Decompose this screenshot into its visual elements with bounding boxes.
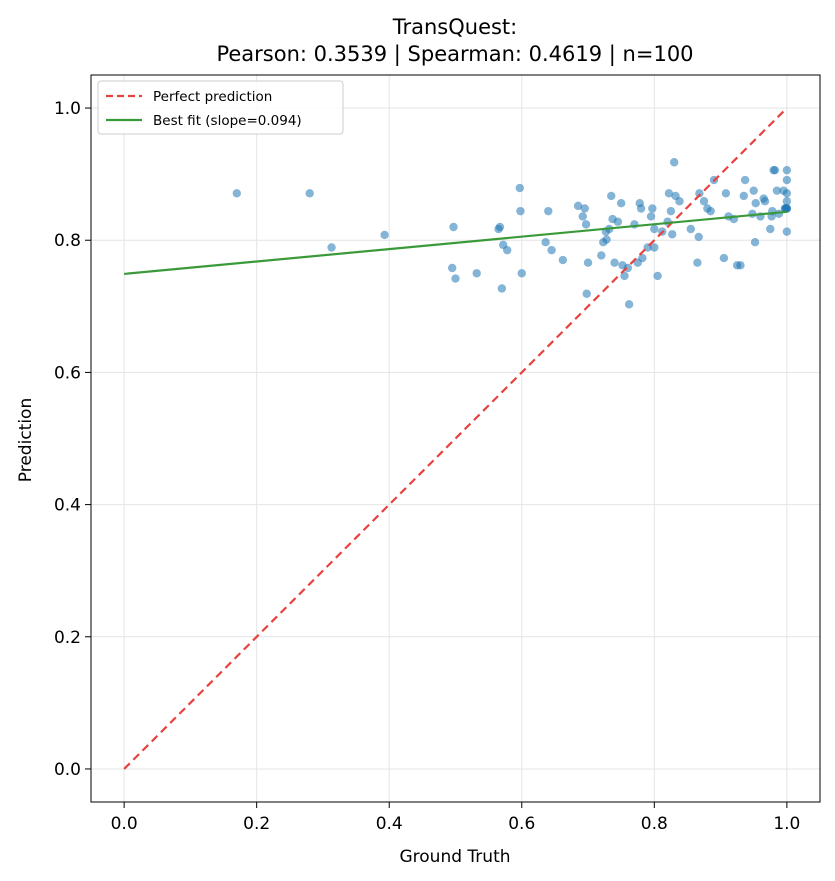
data-point [782, 189, 792, 198]
x-tick-label: 0.4 [376, 814, 403, 834]
data-point [541, 238, 550, 247]
data-point [624, 300, 634, 309]
legend-perfect-prediction: Perfect prediction [153, 89, 272, 105]
x-tick-label: 0.8 [641, 814, 668, 834]
data-point [653, 271, 662, 281]
data-point [719, 253, 729, 263]
data-point [573, 201, 583, 211]
y-tick-label: 0.8 [54, 231, 81, 251]
data-point [547, 245, 556, 255]
data-point [666, 206, 676, 216]
x-axis-ticks: 0.0 0.2 0.4 0.6 0.8 1.0 [111, 802, 800, 834]
data-point [502, 245, 512, 255]
data-point [695, 189, 704, 198]
data-point [636, 204, 646, 213]
data-point [613, 217, 623, 226]
data-point [558, 255, 568, 265]
data-point [699, 197, 709, 206]
legend: Perfect prediction Best fit (slope=0.094… [97, 80, 344, 135]
y-tick-label: 0.6 [54, 363, 81, 383]
data-point [770, 165, 780, 175]
data-point [497, 284, 507, 293]
y-axis-label: Prediction [16, 398, 36, 482]
data-point [670, 158, 679, 167]
data-point [544, 206, 553, 216]
legend-best-fit: Best fit (slope=0.094) [153, 113, 302, 129]
data-point [516, 206, 525, 216]
data-point [721, 189, 731, 198]
data-point [782, 204, 792, 213]
data-point [664, 189, 674, 198]
y-axis-ticks: 0.0 0.2 0.4 0.6 0.8 1.0 [54, 99, 91, 780]
data-point [782, 227, 792, 236]
data-point [495, 222, 505, 232]
data-point [327, 243, 336, 252]
data-point [782, 175, 792, 185]
data-point [693, 258, 702, 267]
data-point [597, 251, 606, 260]
data-point [638, 253, 647, 263]
legend-box [97, 80, 344, 135]
data-point [766, 224, 775, 234]
data-point [451, 274, 460, 283]
y-tick-label: 0.4 [54, 496, 81, 516]
data-point [581, 220, 591, 229]
data-point [675, 197, 684, 206]
data-point [760, 197, 770, 206]
chart-title: TransQuest: [392, 15, 518, 39]
data-point [646, 212, 656, 221]
x-tick-label: 0.2 [243, 814, 270, 834]
data-points [232, 158, 792, 309]
data-point [580, 204, 589, 213]
data-point [739, 191, 748, 201]
data-point [602, 235, 611, 244]
data-point [620, 271, 629, 281]
data-point [578, 212, 587, 221]
x-tick-label: 0.6 [508, 814, 535, 834]
best-fit-line [124, 210, 787, 276]
data-point [517, 269, 526, 278]
data-point [648, 204, 657, 213]
plot-frame [90, 74, 821, 803]
x-tick-label: 0.0 [111, 814, 138, 834]
data-point [772, 186, 782, 195]
data-point [736, 261, 745, 270]
data-point [447, 263, 457, 273]
data-point [472, 269, 481, 278]
data-point [232, 189, 241, 198]
data-point [650, 224, 659, 234]
data-point [782, 165, 792, 175]
data-point [782, 197, 792, 206]
data-point [607, 191, 616, 201]
x-axis-label: Ground Truth [399, 847, 510, 867]
data-point [515, 183, 524, 193]
data-point [668, 230, 677, 239]
data-point [610, 258, 619, 267]
reference-lines [123, 107, 788, 770]
data-point [582, 289, 591, 298]
data-point [751, 199, 760, 208]
y-tick-label: 0.0 [54, 760, 81, 780]
data-point [650, 243, 659, 252]
data-point [305, 189, 314, 198]
y-tick-label: 0.2 [54, 628, 81, 648]
data-point [694, 232, 703, 242]
data-point [686, 224, 695, 234]
data-point [749, 186, 758, 195]
data-point [616, 199, 626, 208]
chart-subtitle: Pearson: 0.3539 | Spearman: 0.4619 | n=1… [216, 42, 693, 67]
data-point [706, 206, 715, 216]
data-point [583, 258, 593, 267]
data-point [449, 222, 458, 232]
data-point [750, 238, 760, 247]
data-point [740, 175, 750, 185]
data-point [380, 230, 389, 240]
y-tick-label: 1.0 [54, 99, 81, 119]
x-tick-label: 1.0 [773, 814, 800, 834]
